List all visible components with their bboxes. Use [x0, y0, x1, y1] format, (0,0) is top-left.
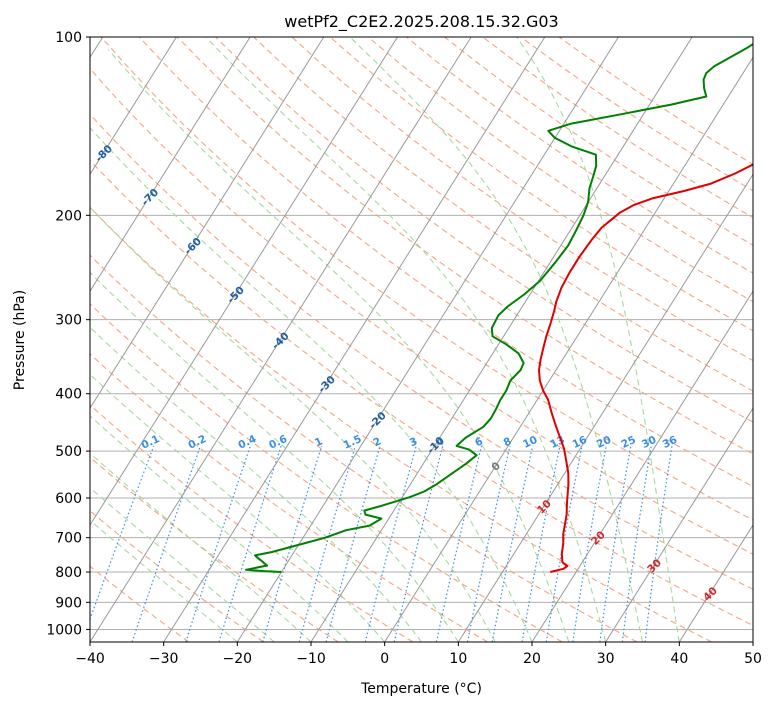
y-tick-label: 200 [55, 208, 82, 224]
y-tick-label: 700 [55, 531, 82, 547]
dry-adiabat-line [0, 37, 637, 642]
y-tick-label: 400 [55, 387, 82, 403]
x-tick-label: 10 [449, 651, 467, 667]
y-tick-label: 900 [55, 595, 82, 611]
mixing-ratio-label: 3 [408, 435, 420, 449]
dry-adiabat-line [368, 37, 775, 642]
isotherm-label: -10 [425, 435, 447, 457]
dry-adiabat-line [559, 37, 775, 642]
mixing-ratio-line [263, 446, 322, 642]
x-tick-label: 0 [380, 651, 389, 667]
x-tick-label: 40 [670, 651, 688, 667]
x-tick-label: −30 [149, 651, 179, 667]
x-tick-label: 20 [523, 651, 541, 667]
y-tick-label: 300 [55, 313, 82, 329]
dry-adiabat-line [254, 37, 775, 642]
isotherm-line [532, 37, 775, 642]
isotherm-label: 0 [489, 460, 503, 474]
mixing-ratio-line [219, 446, 281, 642]
y-tick-label: 100 [55, 30, 82, 46]
mixing-ratio-line [394, 446, 443, 642]
dry-adiabat-line [216, 37, 775, 642]
y-tick-label: 500 [55, 444, 82, 460]
moist-adiabat-line [0, 302, 311, 642]
isotherm-line [0, 37, 250, 642]
isotherm-label: -100 [0, 71, 14, 98]
mixing-ratio-line [82, 446, 154, 642]
mixing-ratio-line [299, 446, 355, 642]
x-tick-label: 30 [597, 651, 615, 667]
mixing-ratio-label: 20 [595, 434, 613, 451]
x-tick-label: −40 [75, 651, 105, 667]
isotherm-label: -30 [316, 374, 338, 396]
x-tick-label: 50 [744, 651, 762, 667]
moist-adiabat-line [0, 278, 348, 642]
isotherm-label: -50 [225, 284, 247, 306]
y-tick-label: 800 [55, 565, 82, 581]
y-tick-label: 1000 [46, 622, 82, 638]
isotherm-line [458, 37, 775, 642]
plot-frame [90, 37, 753, 642]
isotherm-label: 20 [589, 529, 608, 548]
isotherm-label: -60 [182, 235, 204, 257]
x-tick-label: −10 [296, 651, 326, 667]
mixing-ratio-label: 0.1 [140, 433, 162, 452]
y-tick-label: 600 [55, 491, 82, 507]
mixing-ratio-label: 16 [571, 434, 589, 451]
isotherm-line [311, 37, 692, 642]
dry-adiabat-line [0, 37, 712, 642]
isotherm-line [385, 37, 766, 642]
mixing-ratio-label: 30 [640, 434, 658, 451]
dry-adiabat-line [292, 37, 775, 642]
isotherm-label: 10 [535, 498, 554, 517]
isotherm-line [753, 37, 775, 642]
mixing-ratio-line [468, 446, 511, 642]
mixing-ratio-line [492, 446, 532, 642]
x-axis-label: Temperature (°C) [360, 681, 482, 697]
y-axis-label: Pressure (hPa) [12, 290, 28, 390]
dry-adiabat-line [406, 37, 775, 642]
mixing-ratio-line [600, 446, 631, 642]
y-axis-ticks: 100 200 300 400 500 600 700 800 900 1000 [46, 30, 90, 638]
mixing-ratio-label: 2 [371, 435, 383, 449]
moist-adiabat-line [38, 150, 495, 642]
isotherm-label: -20 [367, 410, 389, 432]
isotherm-line [16, 37, 397, 642]
dry-adiabat-line [0, 37, 189, 642]
mixing-ratio-label: 1.5 [342, 433, 364, 452]
dewpoint-profile-line [246, 37, 764, 572]
x-axis-ticks: −40 −30 −20 −10 0 10 20 30 40 50 [75, 642, 762, 667]
dry-adiabat-line [0, 37, 264, 642]
moist-adiabat-line [517, 37, 680, 642]
mixing-ratio-label: 36 [661, 434, 679, 451]
isotherm-label: -90 [44, 104, 66, 126]
x-tick-label: −20 [223, 651, 253, 667]
mixing-ratio-line [436, 446, 481, 642]
mixing-ratio-label: 0.4 [236, 433, 258, 452]
mixing-ratio-label: 10 [521, 434, 539, 451]
pressure-grid [90, 37, 753, 629]
moist-adiabat-line [108, 50, 569, 642]
isotherm-line [606, 37, 775, 642]
mixing-ratio-label: 8 [502, 435, 514, 449]
mixing-ratio-label: 1 [313, 435, 325, 449]
dry-adiabat-line [63, 37, 775, 642]
chart-title: wetPf2_C2E2.2025.208.15.32.G03 [284, 12, 558, 32]
dry-adiabat-line [483, 37, 775, 642]
dry-adiabat-line [101, 37, 775, 642]
isotherm-label: -70 [139, 186, 161, 208]
mixing-ratio-label: 0.2 [186, 433, 208, 452]
isotherm-label: 30 [645, 557, 664, 576]
isotherm-label: -80 [93, 143, 115, 165]
isotherm-label: -40 [270, 330, 292, 352]
